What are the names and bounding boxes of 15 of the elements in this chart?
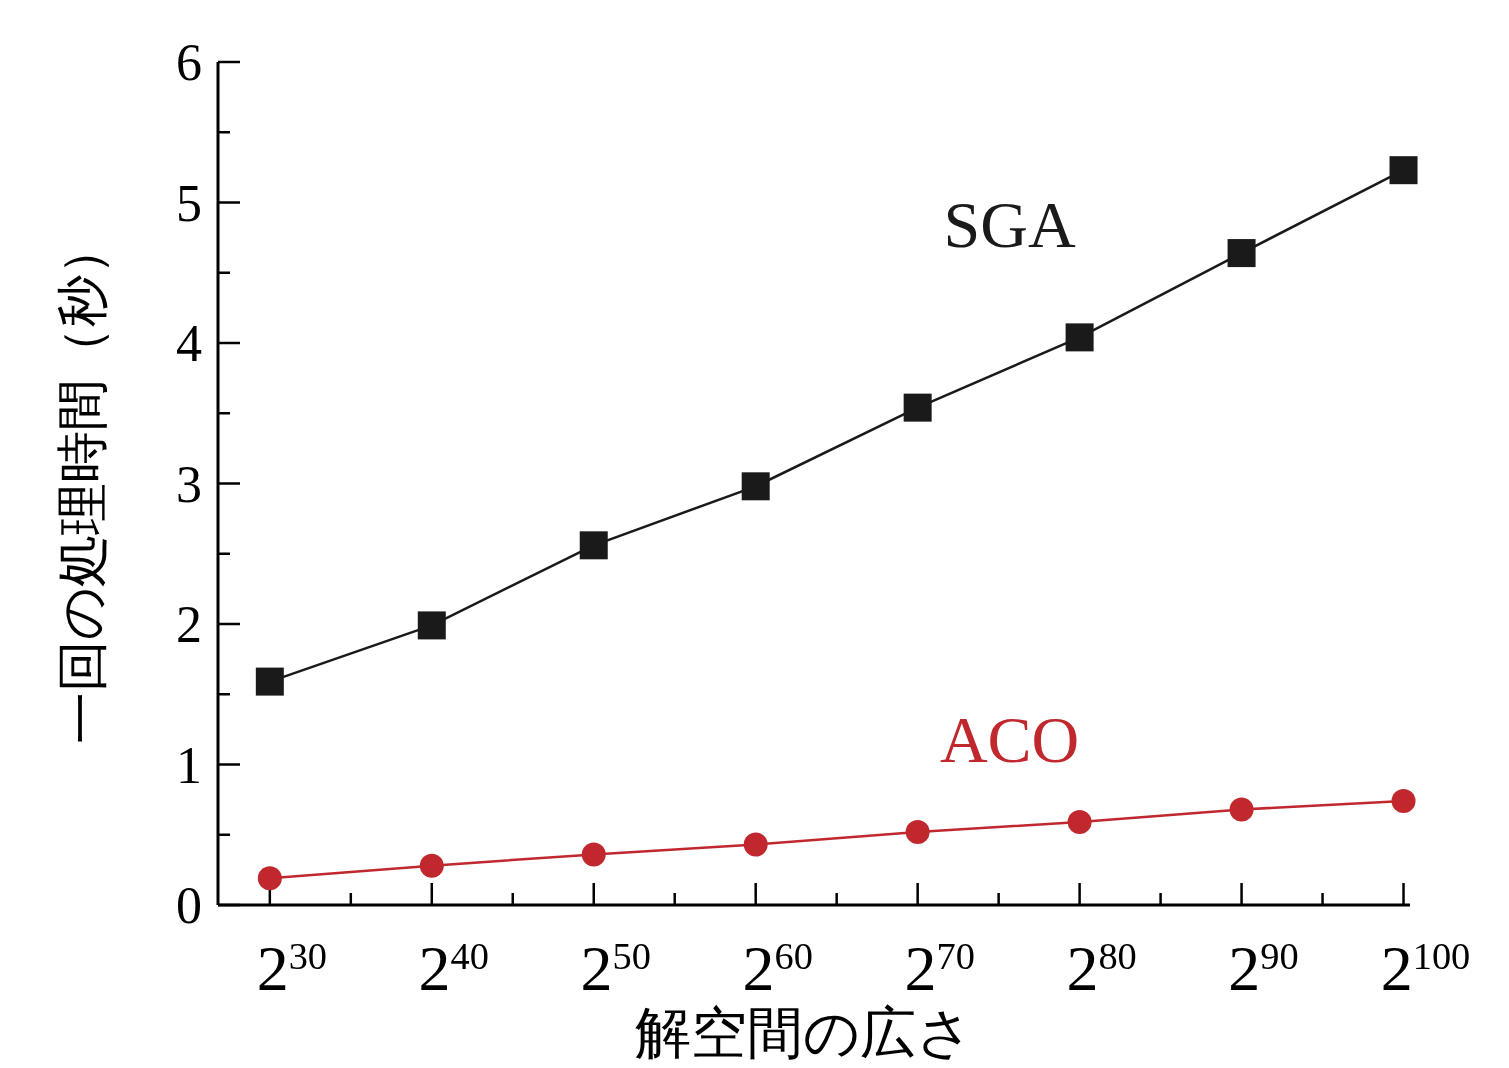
y-tick-label: 0: [176, 877, 202, 934]
x-tick-label: 2$^{30}$: [256, 933, 328, 1004]
y-tick-label: 4: [176, 315, 202, 372]
x-tick-label: 2$^{80}$: [1066, 933, 1137, 1004]
x-tick-label: 2$^{40}$: [418, 933, 489, 1004]
x-tick-label: 2$^{100}$: [1380, 933, 1471, 1004]
x-tick-label: 2$^{90}$: [1228, 933, 1299, 1004]
y-tick-label: 1: [176, 736, 202, 794]
y-tick-label: 6: [176, 34, 202, 91]
series-label: SGA: [943, 188, 1076, 262]
y-tick-label: 5: [176, 174, 202, 232]
y-tick-label: 3: [176, 455, 202, 513]
y-tick-label: 2: [176, 596, 202, 653]
y-axis-title: 一回の処理時間（秒）: [52, 223, 112, 744]
series-label: ACO: [939, 703, 1080, 777]
